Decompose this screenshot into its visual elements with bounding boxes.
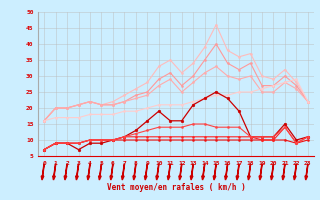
X-axis label: Vent moyen/en rafales ( km/h ): Vent moyen/en rafales ( km/h ) (107, 183, 245, 192)
